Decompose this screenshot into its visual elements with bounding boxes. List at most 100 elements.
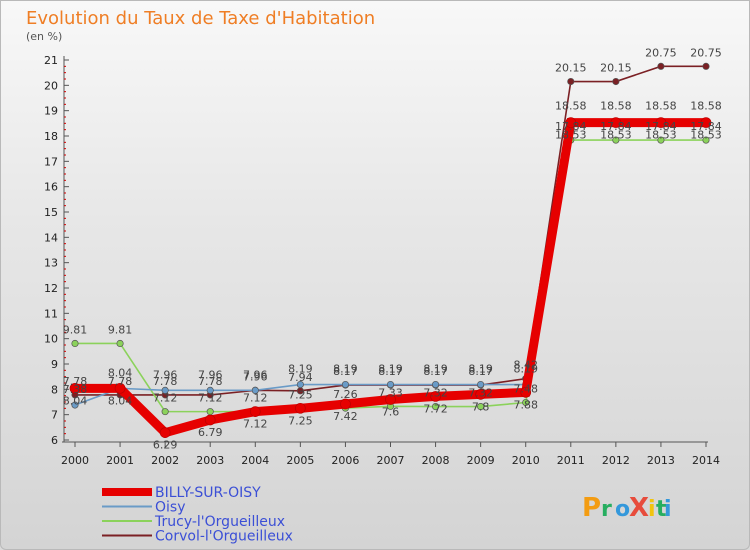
data-label: 7.25 <box>288 388 313 401</box>
data-label: 8.04 <box>108 366 133 379</box>
legend-label: Corvol-l'Orgueilleux <box>155 529 293 545</box>
data-point <box>69 382 81 394</box>
data-label: 18.53 <box>690 129 722 142</box>
data-point <box>206 408 214 416</box>
data-label: 7.12 <box>198 392 223 405</box>
data-point <box>477 380 485 389</box>
x-tick-label: 2002 <box>151 454 179 467</box>
data-point <box>296 380 304 389</box>
y-tick-label: 15 <box>44 206 58 219</box>
data-label: 20.15 <box>555 62 587 75</box>
data-point <box>567 77 575 86</box>
data-label: 17.84 <box>555 120 587 133</box>
x-tick-label: 2001 <box>106 454 134 467</box>
x-tick-label: 2014 <box>692 454 720 467</box>
x-tick-label: 2003 <box>196 454 224 467</box>
data-point <box>432 403 440 411</box>
x-tick-label: 2009 <box>467 454 495 467</box>
data-label: 7.96 <box>243 368 268 381</box>
data-label: 7.78 <box>63 375 88 388</box>
data-point <box>432 380 440 389</box>
data-label: 8.19 <box>513 363 538 376</box>
data-label: 6.79 <box>198 426 223 439</box>
x-tick-label: 2007 <box>377 454 405 467</box>
series-layer <box>69 62 712 439</box>
data-label: 8.19 <box>378 363 403 376</box>
data-label: 8.17 <box>423 365 448 378</box>
data-point <box>430 391 441 402</box>
data-label: 18.53 <box>600 129 632 142</box>
data-labels: 7.78 7.78 7.78 7.78 7.96 7.94 8.17 8.17 8.17 8.17… <box>63 46 722 451</box>
data-label: 7.96 <box>198 368 223 381</box>
series-line <box>75 65 706 396</box>
data-label: 17.84 <box>690 120 722 133</box>
data-label: 7.88 <box>513 398 538 411</box>
data-label: 9.81 <box>63 323 88 336</box>
data-label: 7.42 <box>333 410 358 423</box>
data-point <box>161 386 169 394</box>
series-trucy-l-orgueilleux <box>71 136 710 416</box>
series-billy-sur-oisy <box>69 117 712 439</box>
y-tick-label: 13 <box>44 257 58 270</box>
x-tick-label: 2011 <box>557 454 585 467</box>
chart-title: Evolution du Taux de Taxe d'Habitation <box>26 8 375 29</box>
data-point <box>612 77 620 86</box>
y-tick-label: 11 <box>44 307 58 320</box>
data-point <box>610 117 622 128</box>
data-label: 7.78 <box>198 375 223 388</box>
data-point <box>114 382 126 394</box>
data-point <box>116 339 124 348</box>
legend: BILLY-SUR-OISYOisyTrucy-l'OrgueilleuxCor… <box>102 485 293 545</box>
data-label: 7.48 <box>513 383 538 396</box>
logo-letter: r <box>601 497 612 522</box>
data-label: 7.6 <box>382 405 400 418</box>
data-point <box>657 62 665 70</box>
data-label: 7.26 <box>333 388 358 401</box>
data-point <box>386 380 395 389</box>
data-point <box>700 117 712 128</box>
data-label: 7.32 <box>423 387 448 400</box>
data-label: 8.04 <box>63 394 88 407</box>
legend-label: Oisy <box>155 500 186 516</box>
data-label: 20.75 <box>645 46 677 59</box>
x-tick-label: 2013 <box>647 454 675 467</box>
x-tick-label: 2005 <box>286 454 314 467</box>
data-label: 17.84 <box>600 120 632 133</box>
logo-letter: i <box>648 497 656 522</box>
y-tick-label: 21 <box>44 54 58 67</box>
unit-label: (en %) <box>26 30 62 43</box>
data-point <box>295 402 306 414</box>
data-point <box>385 394 396 405</box>
data-point <box>702 136 710 144</box>
data-label: 7.25 <box>288 414 313 427</box>
data-point <box>520 387 532 398</box>
y-tick-label: 18 <box>44 130 58 143</box>
data-label: 7.38 <box>63 383 88 396</box>
axes: 6 7 8 9 10 11 12 13 14 15 16 17 18 19 20 21 2000 2001 2002… <box>44 54 720 467</box>
data-point <box>477 403 485 411</box>
data-point <box>251 386 259 394</box>
y-tick-label: 19 <box>44 105 58 118</box>
data-point <box>522 398 530 407</box>
data-label: 7.72 <box>423 402 448 415</box>
y-tick-label: 6 <box>51 434 58 447</box>
data-point <box>161 408 169 416</box>
data-label: 7.78 <box>108 375 133 388</box>
y-tick-label: 9 <box>51 358 58 371</box>
data-point <box>655 117 667 128</box>
data-label: 7.12 <box>153 392 178 405</box>
data-label: 8.42 <box>513 359 538 372</box>
data-point <box>475 389 486 400</box>
data-point <box>341 380 349 389</box>
y-tick-label: 10 <box>44 333 58 346</box>
data-label: 18.58 <box>690 99 722 112</box>
data-label: 7.78 <box>153 375 178 388</box>
x-tick-label: 2004 <box>241 454 269 467</box>
data-label: 7.8 <box>472 400 490 413</box>
data-point <box>340 398 351 410</box>
data-label: 7.96 <box>153 368 178 381</box>
data-label: 20.75 <box>690 46 722 59</box>
